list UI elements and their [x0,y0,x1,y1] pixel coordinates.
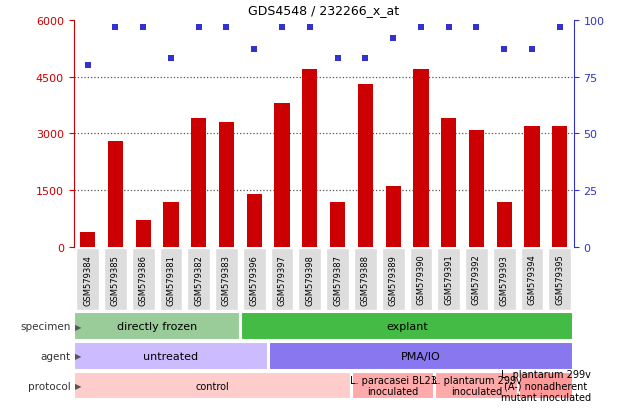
Text: explant: explant [386,321,428,331]
FancyBboxPatch shape [271,249,294,310]
Text: GSM579389: GSM579389 [388,254,397,305]
Bar [524,126,540,247]
FancyBboxPatch shape [241,313,573,340]
Text: GSM579393: GSM579393 [500,254,509,305]
Text: GSM579381: GSM579381 [167,254,176,305]
FancyBboxPatch shape [299,249,321,310]
FancyBboxPatch shape [74,342,267,370]
Text: GSM579386: GSM579386 [138,254,147,305]
Point [416,24,426,31]
Text: GSM579398: GSM579398 [305,254,314,305]
Text: untreated: untreated [144,351,199,361]
Point [304,24,315,31]
FancyBboxPatch shape [326,249,349,310]
Text: L. plantarum 299v
inoculated: L. plantarum 299v inoculated [431,375,521,396]
Point [110,24,121,31]
FancyBboxPatch shape [74,372,351,399]
Text: GSM579382: GSM579382 [194,254,203,305]
Bar [247,195,262,247]
FancyBboxPatch shape [269,342,573,370]
Text: GSM579388: GSM579388 [361,254,370,305]
FancyBboxPatch shape [354,249,377,310]
Bar [302,70,317,247]
FancyBboxPatch shape [132,249,154,310]
Text: PMA/IO: PMA/IO [401,351,441,361]
Text: GSM579384: GSM579384 [83,254,92,305]
Text: ■: ■ [45,411,56,413]
Text: GSM579387: GSM579387 [333,254,342,305]
Bar [274,104,290,247]
Point [277,24,287,31]
FancyBboxPatch shape [437,249,460,310]
Bar [80,232,96,247]
Text: GSM579392: GSM579392 [472,254,481,305]
FancyBboxPatch shape [410,249,432,310]
Text: protocol: protocol [28,381,71,391]
FancyBboxPatch shape [243,249,265,310]
Text: GSM579383: GSM579383 [222,254,231,305]
FancyBboxPatch shape [187,249,210,310]
Point [221,24,231,31]
Text: ▶: ▶ [75,351,81,361]
Text: ▶: ▶ [75,381,81,390]
FancyBboxPatch shape [519,372,573,399]
Point [138,24,148,31]
FancyBboxPatch shape [493,249,515,310]
Text: GSM579391: GSM579391 [444,254,453,305]
Bar [413,70,429,247]
Text: specimen: specimen [20,321,71,331]
Point [527,47,537,53]
FancyBboxPatch shape [465,249,488,310]
FancyBboxPatch shape [520,249,544,310]
Point [499,47,510,53]
Text: GSM579396: GSM579396 [250,254,259,305]
Point [249,47,260,53]
Text: GSM579395: GSM579395 [555,254,564,305]
Text: L. plantarum 299v
(A-) nonadherent
mutant inoculated: L. plantarum 299v (A-) nonadherent mutan… [501,369,591,402]
FancyBboxPatch shape [76,249,99,310]
Point [360,56,370,62]
FancyBboxPatch shape [352,372,434,399]
Text: count: count [61,412,90,413]
Point [554,24,565,31]
Text: GSM579394: GSM579394 [528,254,537,305]
FancyBboxPatch shape [160,249,182,310]
Bar [135,221,151,247]
Text: control: control [196,381,229,391]
Bar [552,126,567,247]
Bar [219,123,234,247]
Point [194,24,204,31]
Point [444,24,454,31]
Text: agent: agent [40,351,71,361]
Text: GSM579385: GSM579385 [111,254,120,305]
Bar [497,202,512,247]
FancyBboxPatch shape [435,372,517,399]
Text: directly frozen: directly frozen [117,321,197,331]
Point [166,56,176,62]
Bar [469,130,484,247]
FancyBboxPatch shape [74,313,240,340]
Title: GDS4548 / 232266_x_at: GDS4548 / 232266_x_at [248,4,399,17]
FancyBboxPatch shape [549,249,571,310]
FancyBboxPatch shape [104,249,127,310]
Point [333,56,343,62]
Point [83,63,93,69]
FancyBboxPatch shape [382,249,404,310]
Text: ▶: ▶ [75,322,81,331]
Point [471,24,481,31]
Bar [163,202,179,247]
Bar [191,119,206,247]
Text: L. paracasei BL23
inoculated: L. paracasei BL23 inoculated [350,375,437,396]
Bar [441,119,456,247]
Text: GSM579397: GSM579397 [278,254,287,305]
Point [388,36,398,42]
FancyBboxPatch shape [215,249,238,310]
Bar [108,142,123,247]
Bar [385,187,401,247]
Bar [358,85,373,247]
Bar [330,202,345,247]
Text: GSM579390: GSM579390 [417,254,426,305]
